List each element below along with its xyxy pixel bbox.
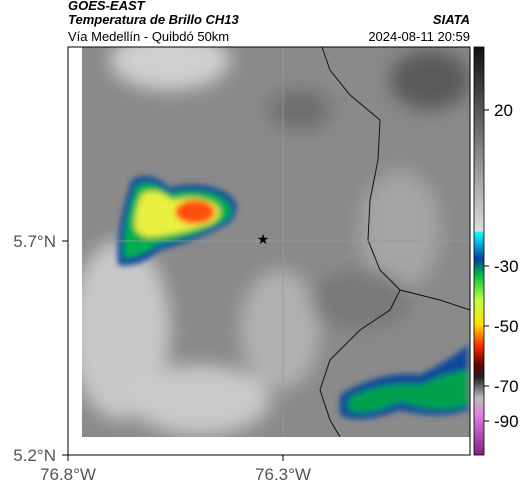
map-frame xyxy=(67,46,471,456)
satellite-name: GOES-EAST xyxy=(68,0,146,13)
lon-label: 76.8°W xyxy=(40,465,96,484)
colorbar-ticks: 20 -30 -50 -70 -90 xyxy=(484,101,519,431)
product-name: Temperatura de Brillo CH13 xyxy=(68,12,240,27)
lat-label: 5.2°N xyxy=(13,446,56,465)
org-name: SIATA xyxy=(433,12,470,27)
colorbar xyxy=(473,46,485,456)
region: Vía Medellín - Quibdó 50km xyxy=(68,29,229,44)
colorbar-label: -50 xyxy=(494,317,519,336)
location-marker: ★ xyxy=(257,231,270,247)
colorbar-label: 20 xyxy=(494,101,513,120)
colorbar-label: -90 xyxy=(494,412,519,431)
lon-label: 76.3°W xyxy=(255,465,311,484)
colorbar-label: -30 xyxy=(494,257,519,276)
lat-label: 5.7°N xyxy=(13,232,56,251)
datetime: 2024-08-11 20:59 xyxy=(368,29,470,44)
colorbar-label: -70 xyxy=(494,377,519,396)
satellite-image xyxy=(82,47,470,437)
